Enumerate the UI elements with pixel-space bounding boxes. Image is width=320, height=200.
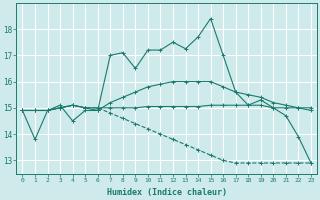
X-axis label: Humidex (Indice chaleur): Humidex (Indice chaleur)	[107, 188, 227, 197]
